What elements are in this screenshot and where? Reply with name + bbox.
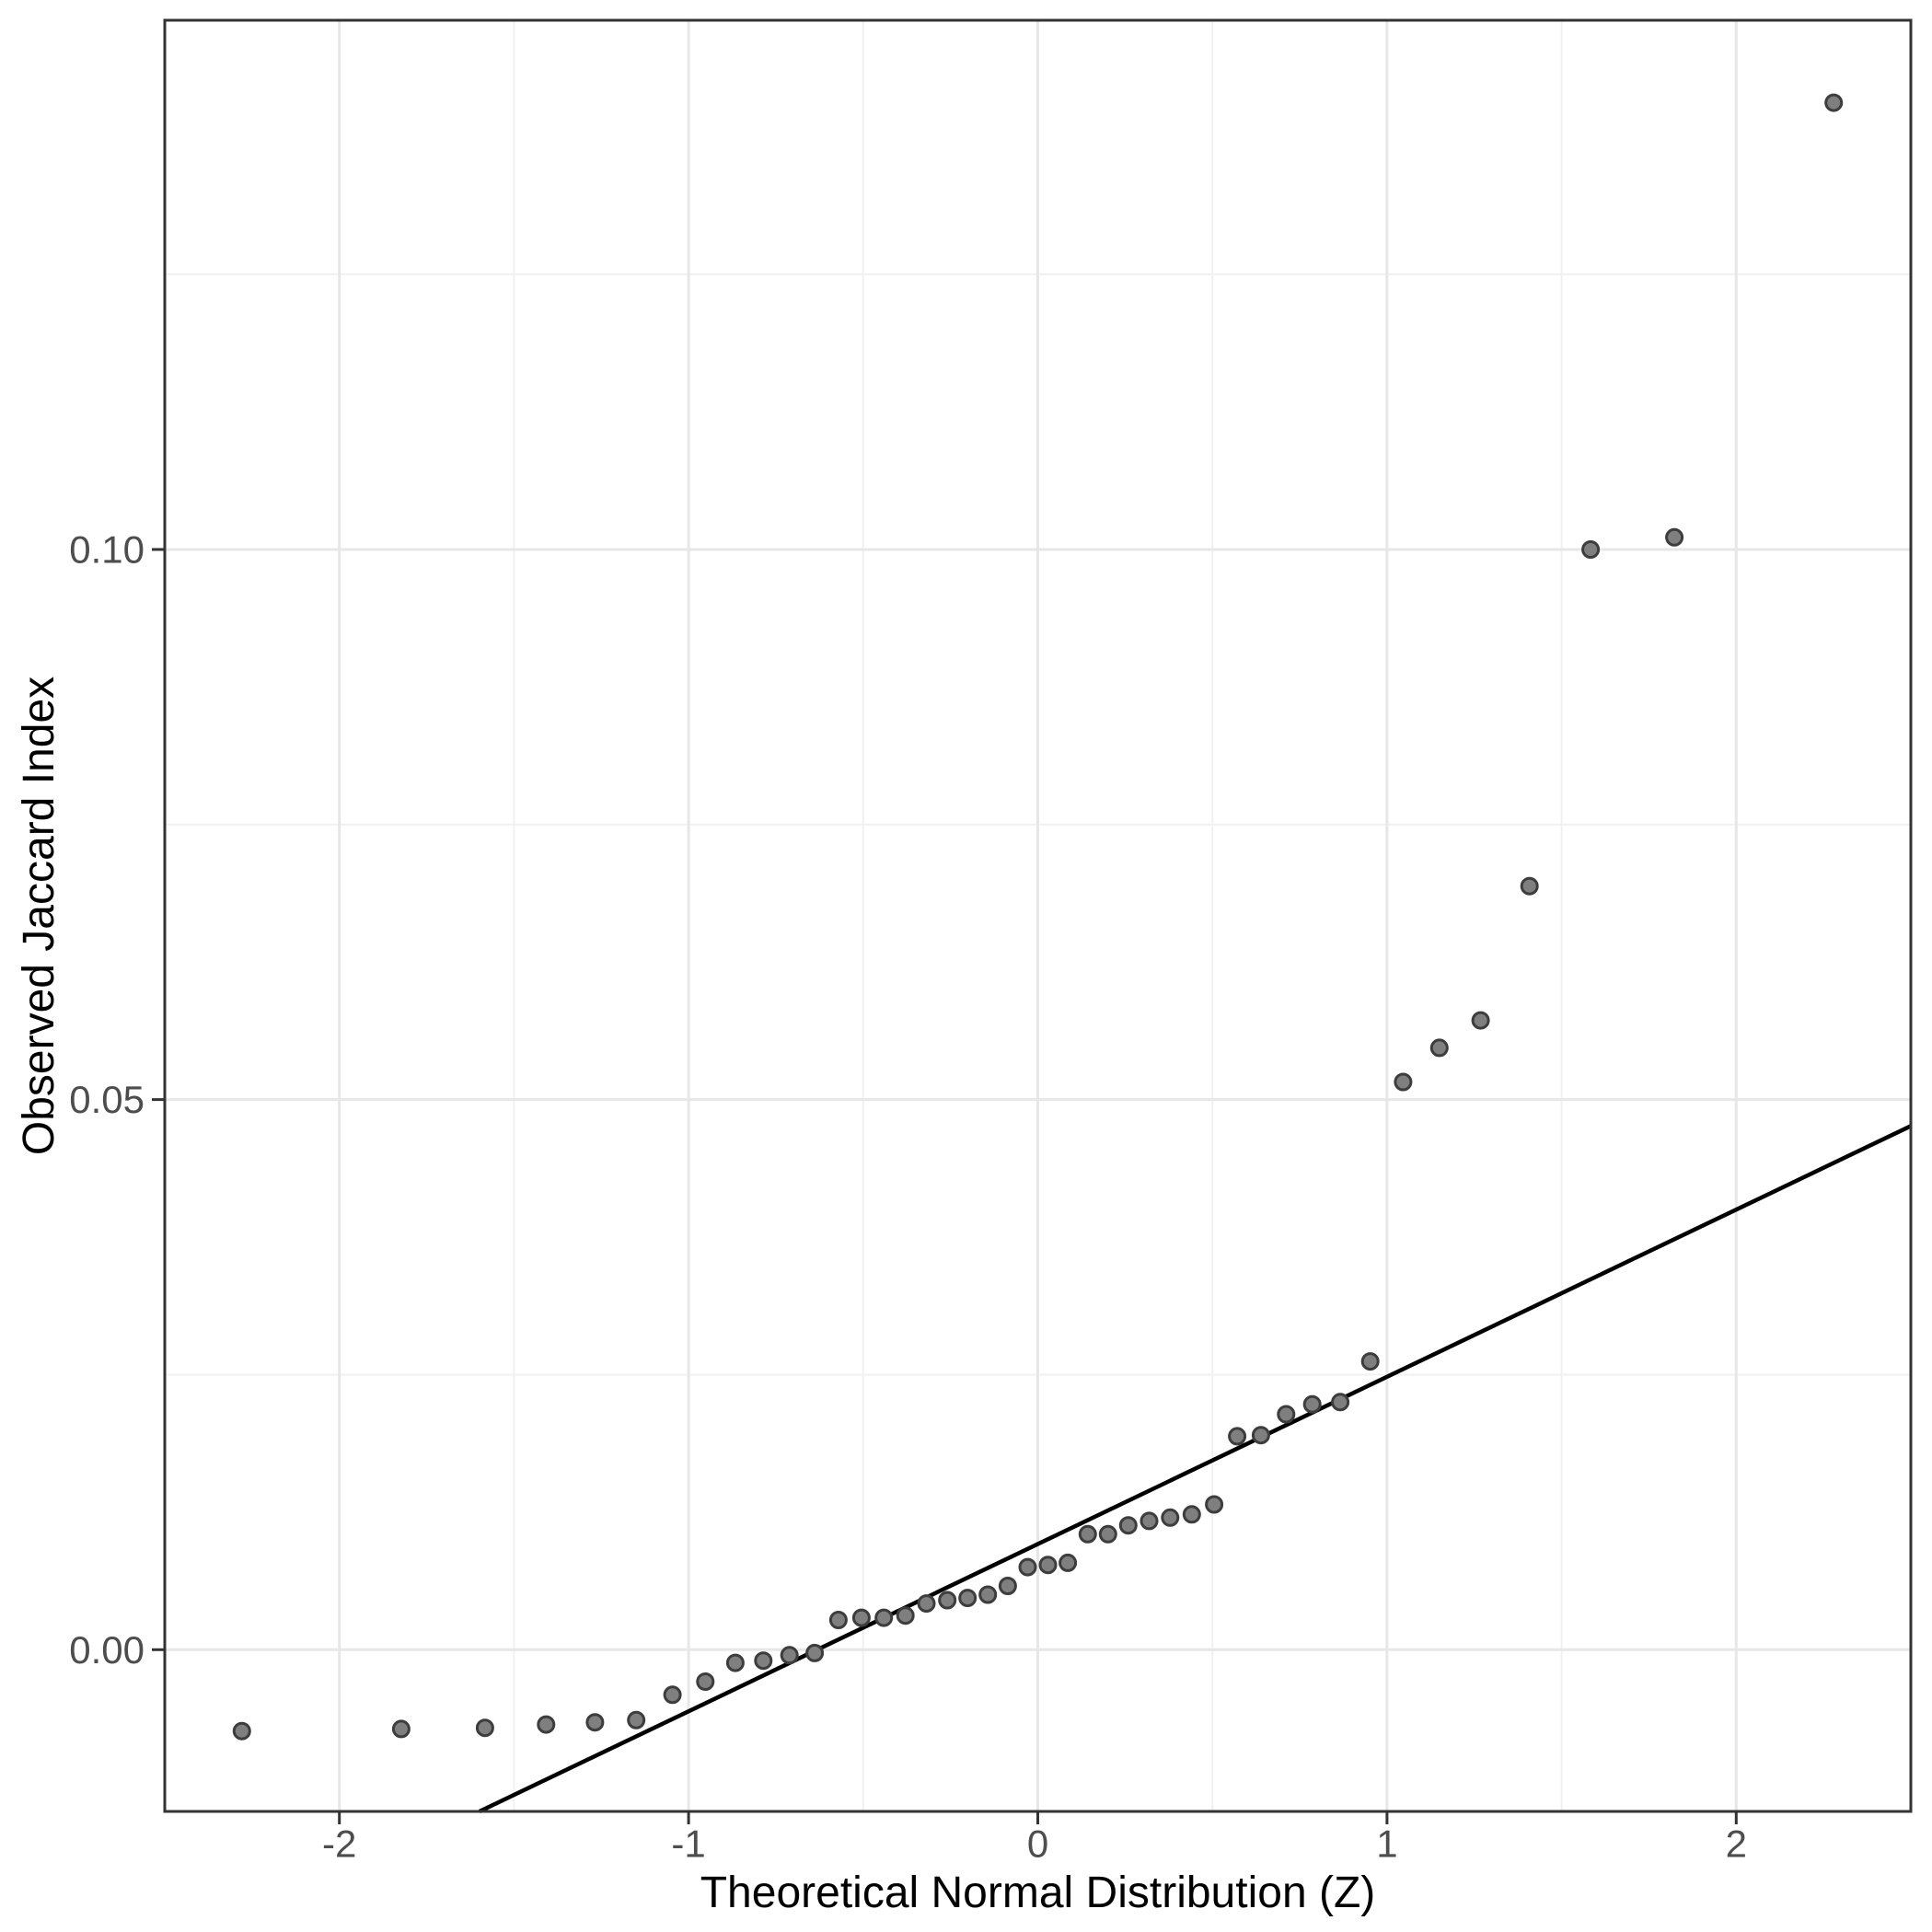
- y-axis-title: Observed Jaccard Index: [15, 677, 64, 1155]
- qq-point: [805, 1643, 825, 1662]
- qq-point: [391, 1719, 411, 1739]
- axis-tick-marks: [152, 548, 1738, 1824]
- qq-point: [232, 1721, 251, 1741]
- x-tick-label: 0: [1027, 1822, 1048, 1866]
- qq-point: [896, 1606, 915, 1625]
- qq-point: [938, 1591, 957, 1610]
- qq-point: [1078, 1524, 1097, 1544]
- qq-point: [696, 1672, 715, 1691]
- qq-point: [1331, 1393, 1350, 1412]
- qq-point: [780, 1646, 799, 1665]
- qq-point: [1471, 1011, 1490, 1030]
- qq-point: [978, 1585, 998, 1604]
- qq-point: [1140, 1511, 1159, 1531]
- y-tick-label: 0.10: [69, 527, 145, 571]
- qq-point: [537, 1715, 556, 1734]
- qq-point: [1824, 93, 1844, 112]
- qq-point: [585, 1713, 605, 1732]
- qq-point: [1302, 1394, 1322, 1414]
- qq-point: [725, 1653, 745, 1672]
- major-gridlines: [165, 20, 1911, 1811]
- y-tick-label: 0.05: [69, 1078, 145, 1121]
- qq-point: [1251, 1426, 1270, 1445]
- qq-point: [1018, 1557, 1037, 1577]
- reference-line: [478, 1124, 1912, 1814]
- x-axis-title: Theoretical Normal Distribution (Z): [700, 1868, 1376, 1917]
- qq-point: [1059, 1553, 1078, 1572]
- x-tick-label: 2: [1726, 1822, 1747, 1866]
- qq-point: [998, 1577, 1017, 1595]
- qq-point: [828, 1611, 848, 1629]
- qq-point: [1118, 1516, 1138, 1535]
- x-tick-label: -2: [322, 1822, 356, 1866]
- panel-border: [163, 18, 1913, 1813]
- scatter-points: [232, 93, 1844, 1741]
- qq-point: [1182, 1505, 1201, 1524]
- qq-point: [1277, 1405, 1296, 1424]
- qq-point: [1161, 1508, 1180, 1527]
- axis-tick-labels: -2 -1 0 1 2 0.00 0.05 0.10: [69, 527, 1747, 1865]
- qq-point: [851, 1608, 871, 1627]
- x-tick-label: -1: [671, 1822, 705, 1866]
- qq-point: [1098, 1524, 1117, 1544]
- qq-point: [627, 1710, 646, 1730]
- qq-point: [1665, 527, 1684, 547]
- qq-point: [754, 1651, 773, 1671]
- qq-point: [917, 1594, 936, 1614]
- qq-point: [1581, 540, 1601, 559]
- qq-point: [1520, 876, 1539, 896]
- qq-point: [1038, 1556, 1058, 1575]
- qq-point: [958, 1589, 978, 1608]
- qq-point: [1205, 1495, 1224, 1514]
- x-tick-label: 1: [1376, 1822, 1397, 1866]
- qq-point: [1360, 1352, 1380, 1371]
- qq-point: [1228, 1427, 1247, 1446]
- qq-point: [1429, 1038, 1449, 1058]
- qq-point: [1394, 1072, 1413, 1092]
- qq-point: [475, 1718, 494, 1738]
- qq-point: [874, 1608, 894, 1627]
- y-tick-label: 0.00: [69, 1628, 145, 1672]
- qq-point: [663, 1685, 682, 1705]
